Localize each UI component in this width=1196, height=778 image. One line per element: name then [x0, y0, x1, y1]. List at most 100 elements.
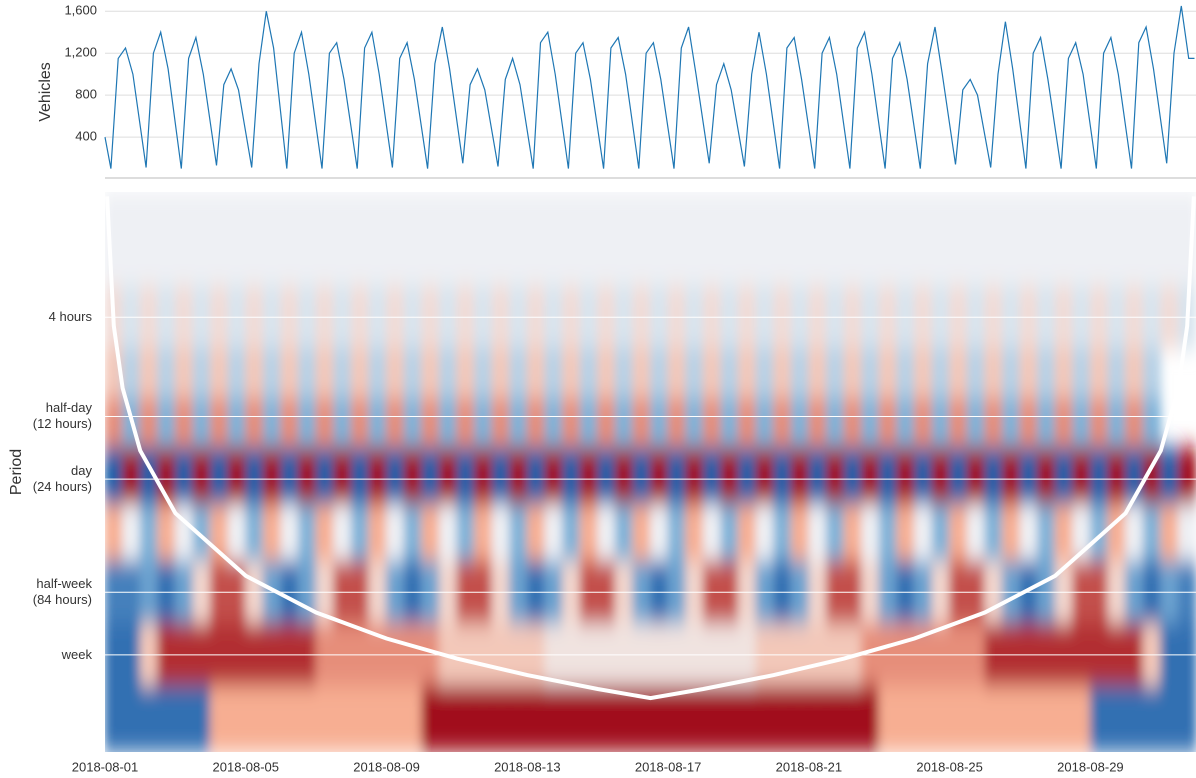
heatmap-cell	[210, 348, 229, 399]
heatmap-cell	[526, 192, 546, 287]
heatmap-cell	[720, 397, 739, 449]
heatmap-cell	[685, 685, 704, 752]
heatmap-cell	[878, 348, 898, 399]
heatmap-cell	[861, 685, 880, 752]
heatmap-cell	[438, 348, 458, 399]
heatmap-cell	[1019, 503, 1039, 562]
heatmap-cell	[544, 447, 564, 505]
heatmap-cell	[350, 192, 370, 287]
heatmap-cell	[562, 447, 581, 505]
heatmap-cell	[192, 397, 212, 449]
heatmap-cell	[421, 348, 440, 399]
heatmap-cell	[350, 397, 370, 449]
heatmap-cell	[650, 447, 669, 505]
x-tick-label: 2018-08-01	[72, 759, 139, 774]
y-axis-title: Vehicles	[37, 62, 54, 122]
heatmap-cell	[773, 503, 792, 562]
heatmap-cell	[1177, 503, 1196, 562]
heatmap-cell	[1160, 192, 1179, 287]
heatmap-cell	[931, 447, 951, 505]
heatmap-cell	[368, 685, 388, 752]
heatmap-cell	[949, 348, 968, 399]
heatmap-cell	[245, 348, 264, 399]
heatmap-cell	[139, 397, 159, 449]
heatmap-cell	[773, 685, 792, 752]
heatmap-cell	[896, 348, 915, 399]
heatmap-cell	[105, 397, 124, 449]
heatmap-cell	[597, 503, 616, 562]
heatmap-cell	[1142, 397, 1162, 449]
heatmap-cell	[861, 447, 880, 505]
heatmap-cell	[720, 348, 739, 399]
heatmap-cell	[421, 447, 440, 505]
heatmap-cell	[984, 503, 1003, 562]
heatmap-cell	[949, 447, 968, 505]
heatmap-cell	[896, 685, 915, 752]
heatmap-cell	[1037, 685, 1056, 752]
heatmap-cell	[755, 685, 775, 752]
heatmap-cell	[315, 447, 335, 505]
heatmap-cell	[280, 348, 300, 399]
heatmap-cell	[825, 685, 845, 752]
heatmap-cell	[1001, 192, 1021, 287]
heatmap-cell	[139, 503, 159, 562]
y-axis-title: Period	[8, 449, 25, 495]
heatmap-cell	[509, 348, 528, 399]
heatmap-cell	[245, 192, 264, 287]
heatmap-cell	[227, 503, 247, 562]
heatmap-cell	[280, 397, 300, 449]
heatmap-cell	[403, 397, 423, 449]
heatmap-cell	[157, 685, 176, 752]
heatmap-cell	[210, 685, 229, 752]
heatmap-cell	[1037, 397, 1056, 449]
heatmap-cell	[1125, 192, 1144, 287]
x-tick-label: 2018-08-05	[213, 759, 280, 774]
heatmap-cell	[843, 192, 863, 287]
heatmap-cell	[562, 348, 581, 399]
heatmap-cell	[280, 192, 300, 287]
heatmap-cell	[509, 503, 528, 562]
heatmap-cell	[843, 503, 863, 562]
heatmap-cell	[509, 447, 528, 505]
heatmap-cell	[1107, 503, 1127, 562]
heatmap-cell	[614, 397, 634, 449]
heatmap-cell	[720, 503, 739, 562]
heatmap-cell	[1125, 348, 1144, 399]
heatmap-cell	[790, 192, 810, 287]
heatmap-cell	[825, 192, 845, 287]
heatmap-cell	[122, 348, 141, 399]
heatmap-cell	[386, 447, 405, 505]
heatmap-cell	[122, 192, 141, 287]
heatmap-cell	[1054, 192, 1074, 287]
heatmap-cell	[966, 503, 986, 562]
heatmap-cell	[105, 447, 124, 505]
heatmap-cell	[966, 348, 986, 399]
heatmap-cell	[1054, 397, 1074, 449]
heatmap-cell	[1125, 503, 1144, 562]
heatmap-cell	[632, 447, 651, 505]
heatmap-cell	[544, 397, 564, 449]
heatmap-cell	[474, 685, 493, 752]
heatmap-cell	[1089, 503, 1109, 562]
heatmap-cell	[1054, 348, 1074, 399]
heatmap-cell	[966, 447, 986, 505]
heatmap-cell	[122, 447, 141, 505]
heatmap-cell	[632, 503, 651, 562]
heatmap-cell	[597, 685, 616, 752]
heatmap-cell	[350, 503, 370, 562]
heatmap-cell	[139, 685, 159, 752]
heatmap-cell	[773, 192, 792, 287]
heatmap-cell	[192, 503, 212, 562]
heatmap-cell	[896, 397, 915, 449]
heatmap-cell	[1054, 685, 1074, 752]
heatmap-cell	[1107, 447, 1127, 505]
heatmap-cell	[808, 685, 827, 752]
heatmap-cell	[474, 192, 493, 287]
heatmap-cell	[491, 397, 511, 449]
heatmap-cell	[843, 348, 863, 399]
heatmap-cell	[526, 348, 546, 399]
heatmap-cell	[157, 348, 176, 399]
heatmap-cell	[966, 192, 986, 287]
heatmap-cell	[966, 685, 986, 752]
